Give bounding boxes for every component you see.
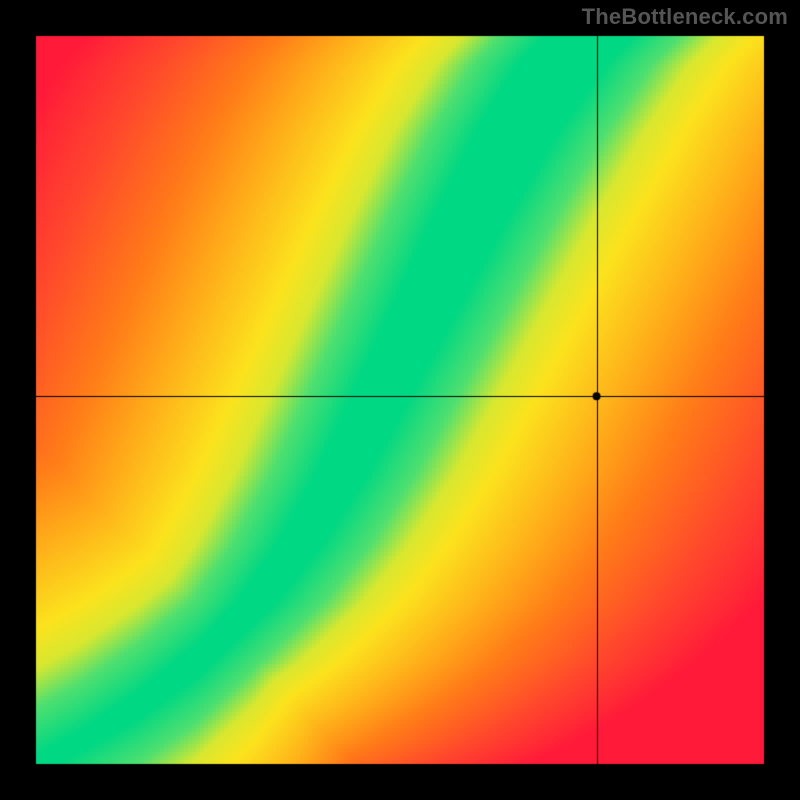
heatmap-canvas <box>0 0 800 800</box>
watermark-text: TheBottleneck.com <box>582 4 788 30</box>
chart-frame: TheBottleneck.com <box>0 0 800 800</box>
